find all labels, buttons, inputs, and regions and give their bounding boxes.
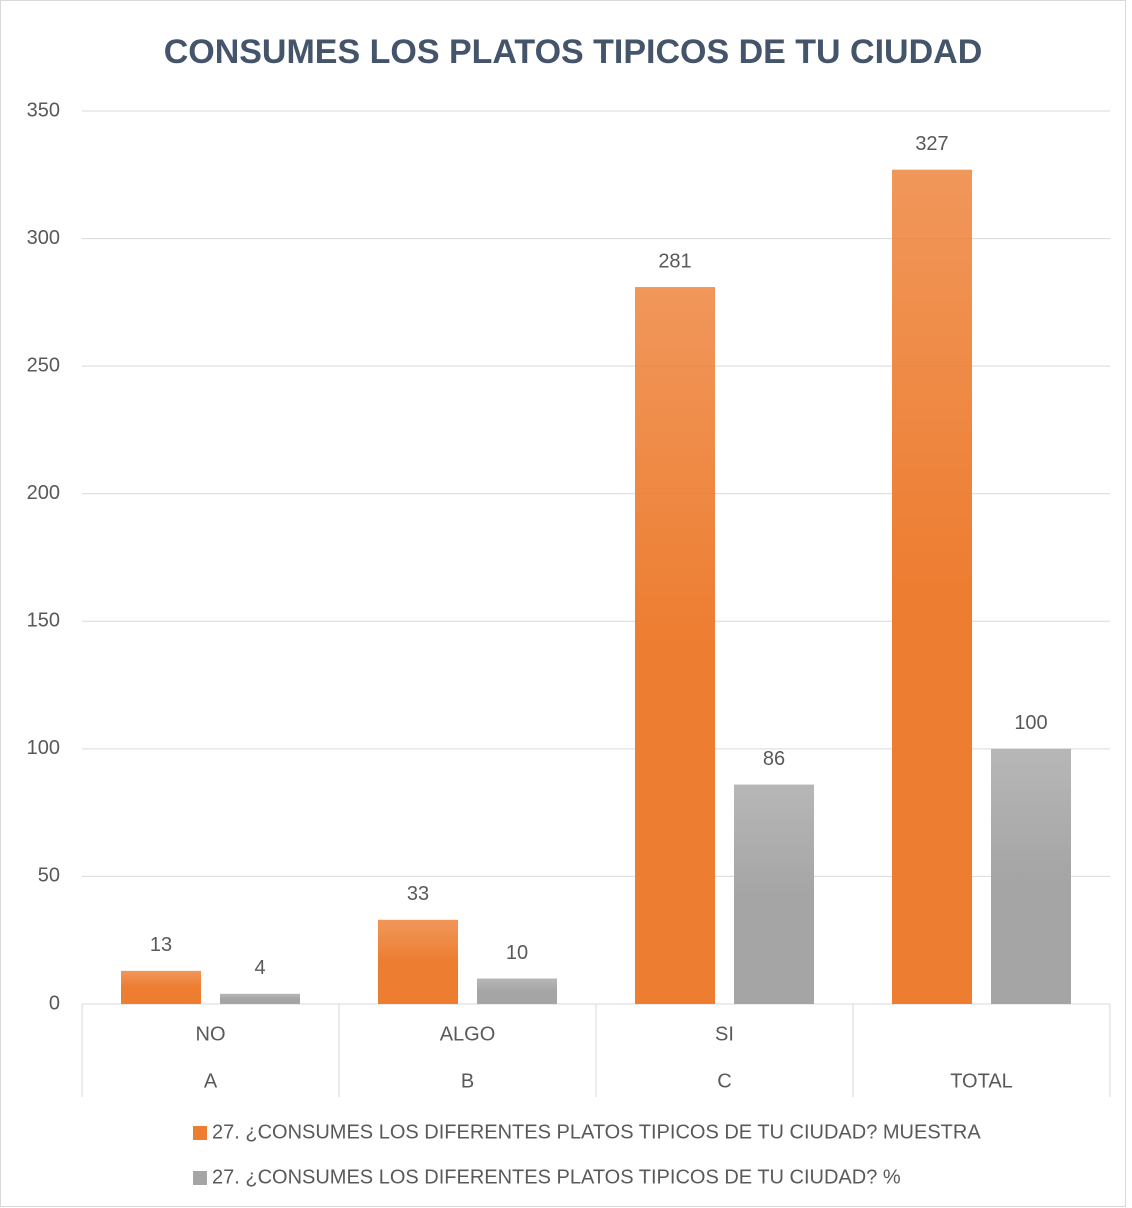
bar [635,287,715,1004]
bar [991,748,1071,1004]
legend-label: 27. ¿CONSUMES LOS DIFERENTES PLATOS TIPI… [212,1166,901,1188]
legend-label: 27. ¿CONSUMES LOS DIFERENTES PLATOS TIPI… [212,1121,981,1143]
data-label: 10 [506,942,528,964]
x-tick-label: NO [196,1023,226,1045]
legend-swatch [193,1171,207,1185]
x-tick-label: SI [715,1023,734,1045]
x-tick-label: ALGO [440,1023,496,1045]
bar [892,169,972,1004]
data-label: 100 [1014,712,1047,734]
bar [477,978,557,1004]
x-tick-label: B [461,1070,474,1092]
data-label: 13 [150,934,172,956]
y-tick-label: 350 [27,99,60,121]
y-tick-label: 50 [38,865,60,887]
y-tick-label: 100 [27,737,60,759]
data-label: 4 [254,957,265,979]
x-tick-label: A [204,1070,218,1092]
y-tick-label: 0 [49,992,60,1014]
y-tick-label: 150 [27,610,60,632]
data-label: 281 [658,250,691,272]
x-tick-label: C [717,1070,731,1092]
bar [734,784,814,1004]
bar [121,970,201,1004]
y-tick-label: 250 [27,354,60,376]
bar [220,993,300,1004]
y-tick-label: 200 [27,482,60,504]
legend-swatch [193,1126,207,1140]
bar [378,919,458,1004]
x-tick-label: TOTAL [950,1070,1013,1092]
chart-title: CONSUMES LOS PLATOS TIPICOS DE TU CIUDAD [164,33,983,71]
data-label: 33 [407,883,429,905]
y-tick-label: 300 [27,227,60,249]
data-label: 327 [915,133,948,155]
data-label: 86 [763,748,785,770]
